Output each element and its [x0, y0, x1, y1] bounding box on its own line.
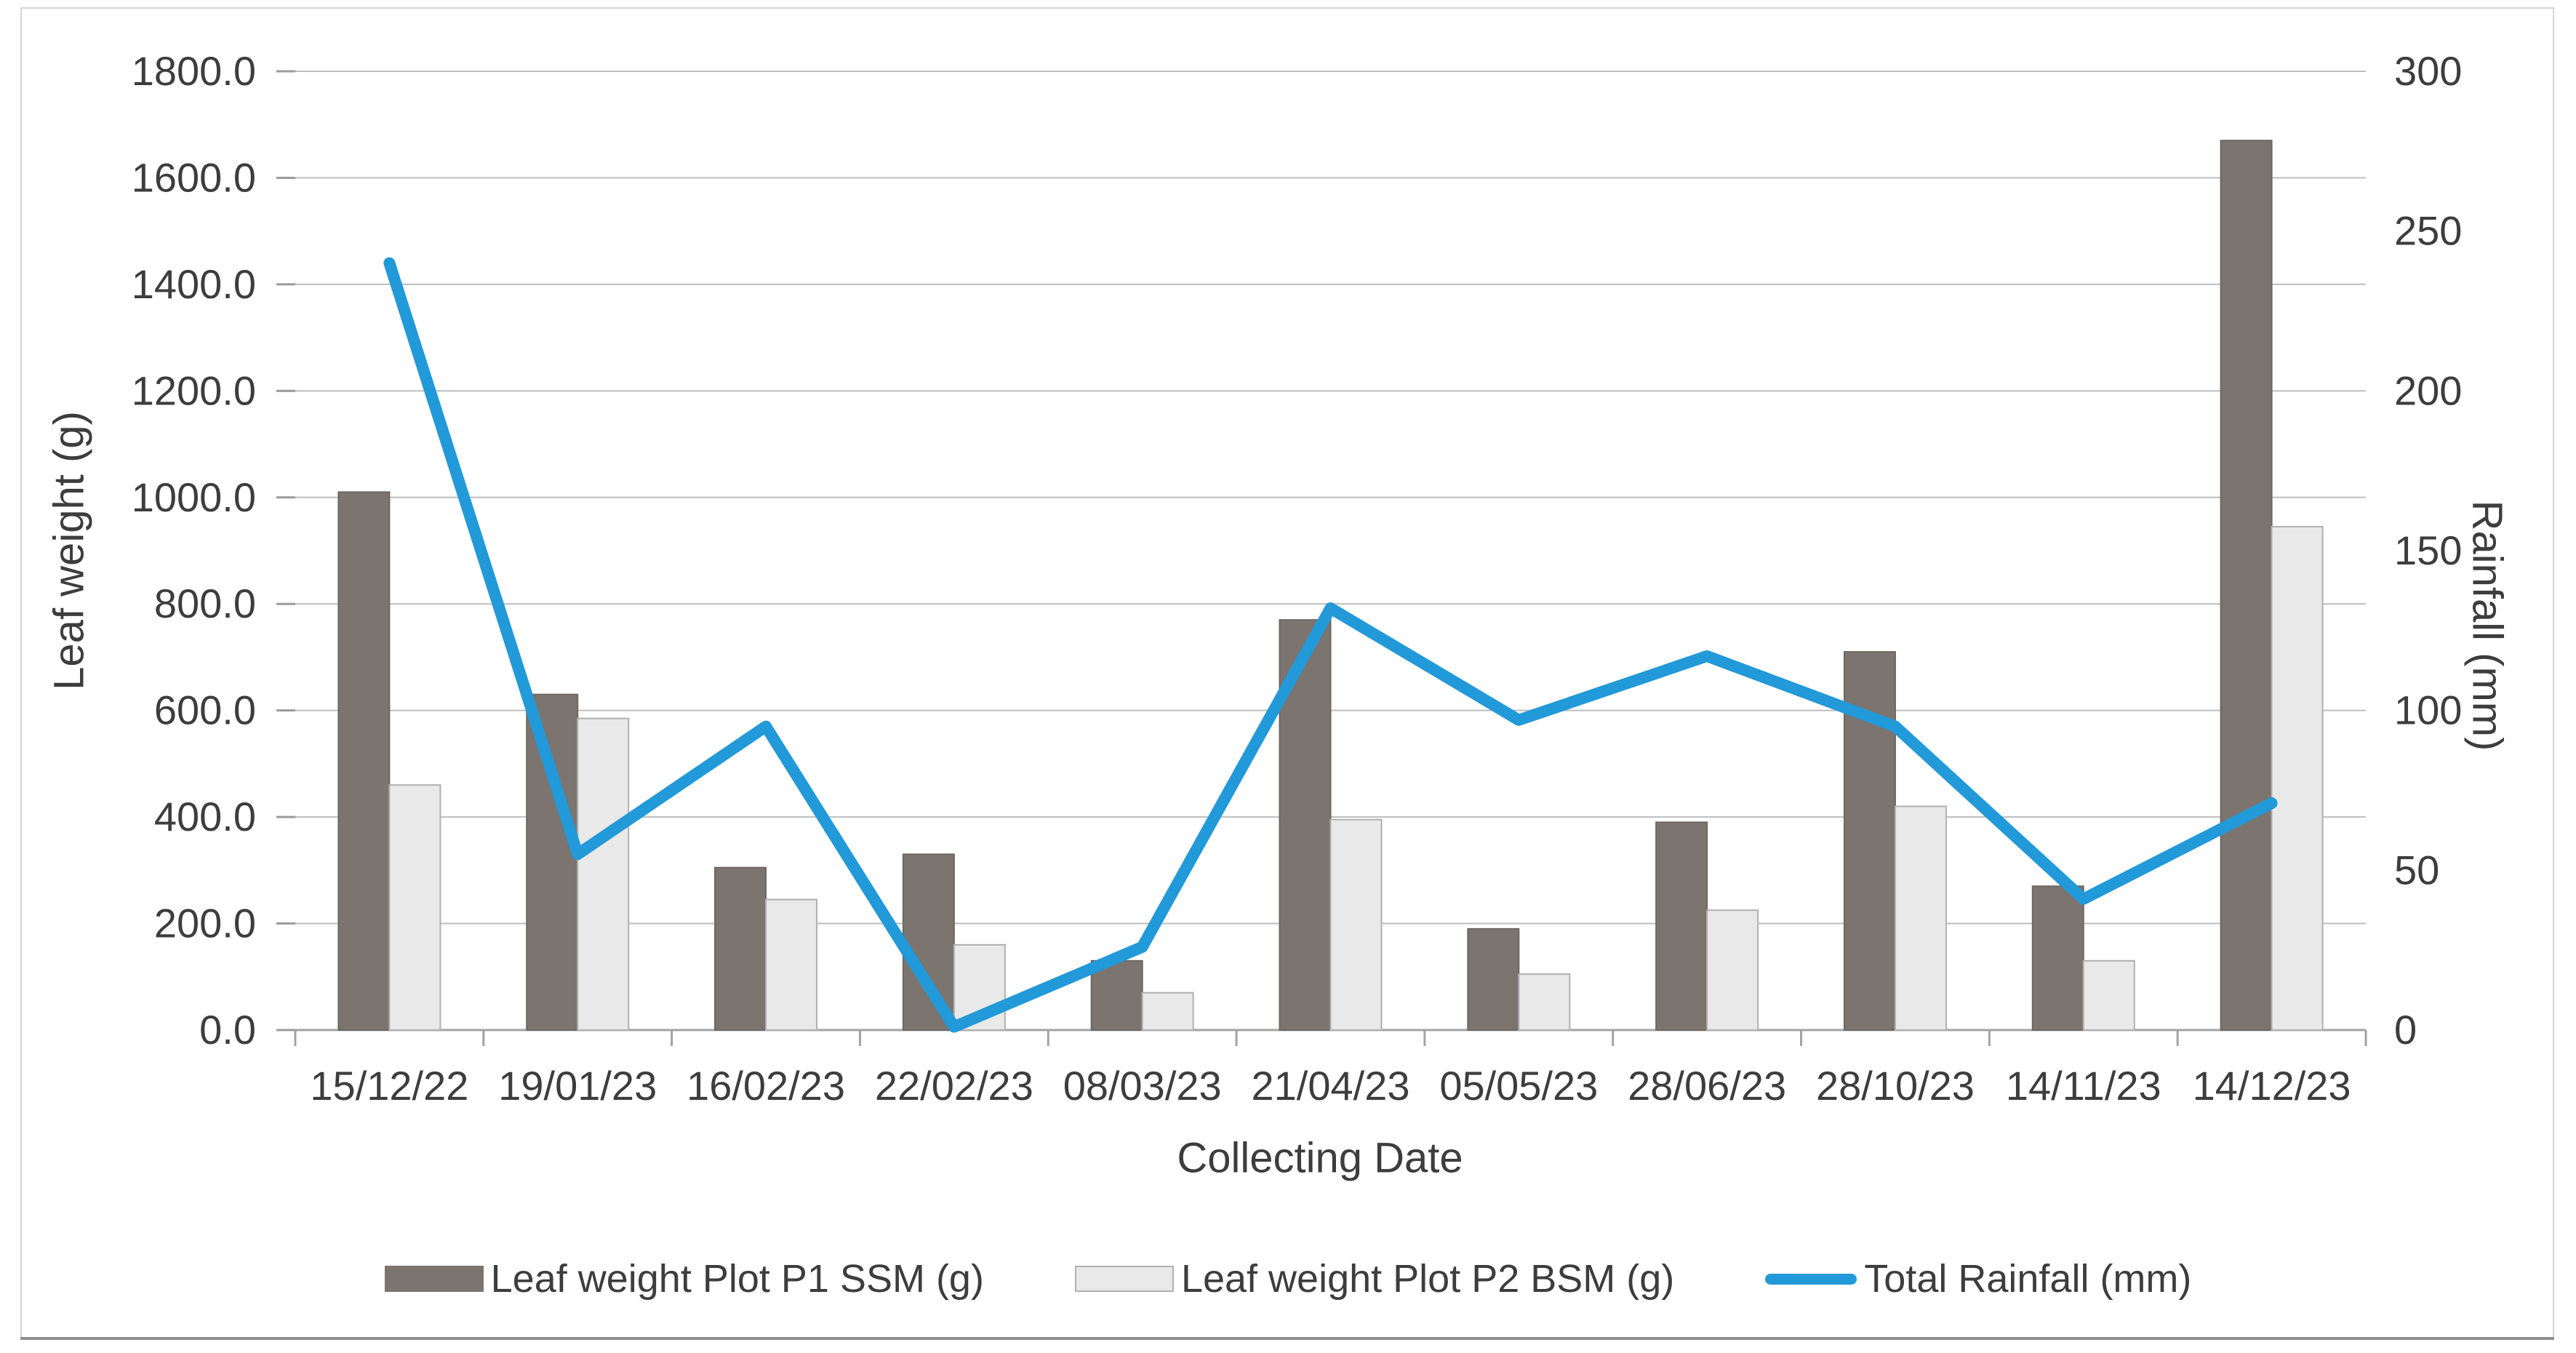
- legend-label-rainfall: Total Rainfall (mm): [1864, 1257, 2192, 1301]
- bar-p1-14/12/23: [2220, 140, 2273, 1031]
- left-axis-title: Leaf weight (g): [45, 411, 93, 690]
- x-axis-category-label: 08/03/23: [1063, 1063, 1222, 1109]
- left-axis-tick-label: 800.0: [154, 580, 256, 626]
- legend-item-rainfall: Total Rainfall (mm): [1765, 1256, 2191, 1301]
- x-axis-category-label: 14/11/23: [2006, 1063, 2161, 1109]
- legend-item-p1: Leaf weight Plot P1 SSM (g): [384, 1256, 984, 1301]
- left-axis-tick-label: 1600.0: [132, 154, 256, 200]
- x-axis-category-label: 05/05/23: [1439, 1063, 1598, 1109]
- rainfall-line: [383, 257, 2278, 1033]
- bar-p2-05/05/23: [1518, 973, 1571, 1031]
- left-axis-tick-label: 0.0: [199, 1007, 256, 1053]
- bar-p2-21/04/23: [1329, 818, 1383, 1031]
- legend: Leaf weight Plot P1 SSM (g) Leaf weight …: [0, 1245, 2576, 1312]
- left-axis-tick-label: 400.0: [154, 794, 256, 839]
- x-axis-category-label: 19/01/23: [498, 1063, 657, 1109]
- x-axis-category-label: 28/10/23: [1816, 1063, 1975, 1109]
- x-axis-category-label: 16/02/23: [687, 1063, 845, 1109]
- bar-p1-05/05/23: [1467, 927, 1520, 1031]
- bar-p1-08/03/23: [1090, 959, 1143, 1031]
- bar-p1-22/02/23: [902, 853, 955, 1031]
- x-axis-category-label: 22/02/23: [875, 1063, 1033, 1109]
- right-axis-tick-label: 0: [2394, 1007, 2417, 1053]
- bar-p2-08/03/23: [1141, 991, 1194, 1031]
- right-axis-tick-label: 250: [2394, 208, 2462, 254]
- bar-p2-14/12/23: [2271, 526, 2324, 1031]
- bar-p2-28/06/23: [1706, 909, 1759, 1031]
- bar-p2-14/11/23: [2082, 959, 2135, 1031]
- legend-label-p2: Leaf weight Plot P2 BSM (g): [1180, 1257, 1675, 1301]
- legend-swatch-rainfall-line: [1765, 1273, 1857, 1285]
- left-axis-tick-label: 600.0: [154, 687, 256, 733]
- chart-border-bottom-edge: [20, 1337, 2554, 1340]
- left-axis-tick-label: 1000.0: [132, 474, 256, 520]
- bar-p2-19/01/23: [577, 717, 630, 1031]
- x-axis-category-label: 15/12/22: [310, 1063, 468, 1109]
- bar-p1-15/12/22: [337, 491, 391, 1031]
- legend-swatch-p1-bar: [384, 1266, 484, 1292]
- right-axis-tick-label: 150: [2394, 527, 2462, 573]
- left-axis-tick-label: 1800.0: [132, 48, 256, 94]
- bar-p1-14/11/23: [2031, 885, 2084, 1031]
- legend-item-p2: Leaf weight Plot P2 BSM (g): [1074, 1256, 1675, 1301]
- bar-p1-16/02/23: [714, 866, 767, 1031]
- bar-p2-15/12/22: [388, 784, 441, 1031]
- legend-swatch-p2-bar: [1074, 1266, 1174, 1292]
- left-axis-tick-label: 200.0: [154, 901, 256, 946]
- x-axis-category-label: 28/06/23: [1628, 1063, 1786, 1109]
- bar-p2-16/02/23: [765, 898, 818, 1031]
- left-axis-tick-label: 1200.0: [132, 367, 256, 413]
- right-axis-title: Rainfall (mm): [2463, 500, 2511, 751]
- right-axis-tick-label: 100: [2394, 687, 2462, 733]
- left-axis-tick-label: 1400.0: [132, 261, 256, 307]
- legend-label-p1: Leaf weight Plot P1 SSM (g): [490, 1257, 984, 1301]
- bar-p1-19/01/23: [526, 693, 579, 1031]
- bar-p2-28/10/23: [1894, 805, 1947, 1031]
- right-axis-tick-label: 50: [2394, 847, 2439, 893]
- right-axis-tick-label: 300: [2394, 48, 2462, 94]
- bar-p1-28/06/23: [1655, 821, 1708, 1031]
- x-axis-category-label: 21/04/23: [1252, 1063, 1410, 1109]
- x-axis-category-label: 14/12/23: [2193, 1063, 2351, 1109]
- x-axis-title: Collecting Date: [1177, 1134, 1463, 1182]
- right-axis-tick-label: 200: [2394, 367, 2462, 413]
